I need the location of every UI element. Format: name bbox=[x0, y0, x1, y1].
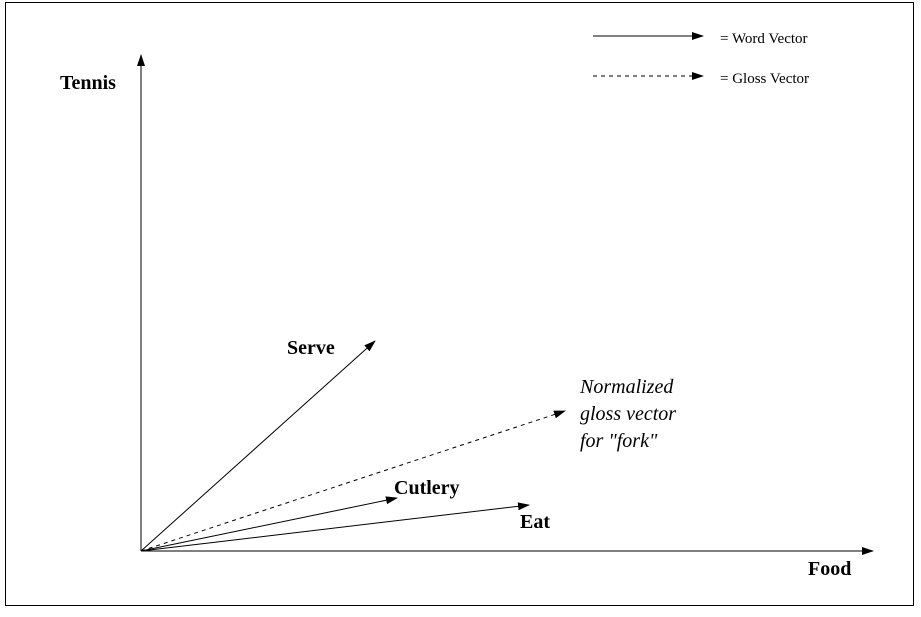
vector-labels: Serve Cutlery Eat Normalized gloss vecto… bbox=[287, 337, 676, 533]
eat-vector bbox=[140, 502, 530, 552]
serve-vector bbox=[140, 340, 376, 552]
axes: Tennis Food bbox=[60, 54, 874, 580]
legend: = Word Vector = Gloss Vector bbox=[593, 31, 809, 87]
gloss-annotation-line-1: Normalized bbox=[579, 376, 674, 398]
cutlery-vector bbox=[140, 496, 398, 552]
gloss-annotation-line-3: for "fork" bbox=[580, 430, 658, 452]
vectors bbox=[140, 340, 566, 552]
cutlery-label: Cutlery bbox=[394, 477, 460, 499]
y-axis-label: Tennis bbox=[60, 72, 116, 94]
figure-frame bbox=[5, 2, 914, 606]
serve-label: Serve bbox=[287, 337, 335, 359]
gloss-annotation-line-2: gloss vector bbox=[580, 403, 676, 425]
legend-word-vector-label: = Word Vector bbox=[720, 31, 808, 47]
x-axis-label: Food bbox=[808, 558, 851, 580]
gloss-vector-fork bbox=[140, 410, 566, 552]
legend-gloss-vector-label: = Gloss Vector bbox=[720, 71, 809, 87]
eat-label: Eat bbox=[520, 511, 550, 533]
